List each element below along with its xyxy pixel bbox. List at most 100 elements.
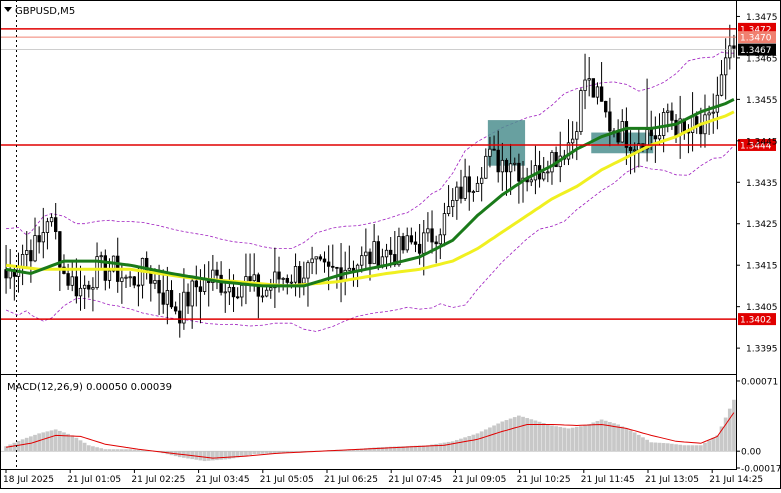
candle — [91, 277, 95, 312]
candle — [604, 100, 608, 118]
candle — [591, 78, 596, 98]
current-price-label: 1.3467 — [740, 46, 772, 56]
macd-histogram-bar — [264, 451, 269, 454]
candle — [388, 237, 393, 268]
candle — [595, 82, 600, 105]
candle — [128, 271, 132, 287]
candle-body-bull — [289, 281, 294, 284]
macd-histogram-bar — [475, 433, 480, 452]
candle-body-bull — [190, 280, 194, 307]
price-tick-label: 1.3415 — [746, 262, 778, 272]
candle-body-bear — [467, 176, 471, 193]
macd-histogram-bar — [587, 423, 592, 452]
candle — [240, 281, 244, 307]
candle — [666, 103, 670, 133]
price-tick-label: 1.3395 — [746, 345, 778, 355]
candle — [711, 93, 715, 134]
candle-body-bear — [178, 310, 182, 324]
candle — [322, 251, 327, 273]
macd-histogram-bar — [372, 447, 376, 452]
candle — [558, 131, 562, 183]
candle-body-bull — [120, 277, 124, 282]
candle — [674, 114, 678, 144]
level-price-label: 1.3472 — [740, 25, 772, 35]
candle-body-bull — [314, 256, 318, 260]
candle-body-bull — [302, 277, 306, 284]
candle — [235, 287, 240, 300]
macd-histogram-bar — [215, 451, 219, 461]
macd-label: MACD(12,26,9) 0.00050 0.00039 — [7, 382, 172, 393]
macd-histogram-bar — [268, 451, 273, 454]
candle-body-bull — [99, 255, 103, 258]
macd-histogram-bar — [450, 441, 455, 452]
time-tick-label: 21 Jul 06:25 — [324, 475, 378, 485]
candle — [41, 207, 45, 259]
candle-body-bull — [595, 86, 600, 98]
macd-histogram-bar — [529, 419, 534, 452]
macd-histogram-bar — [140, 450, 145, 452]
candle — [678, 95, 682, 159]
macd-histogram-bar — [686, 445, 691, 452]
macd-histogram-bar — [231, 451, 236, 459]
candle-body-bull — [442, 213, 447, 236]
macd-histogram-bar — [682, 445, 687, 452]
candle-body-bear — [235, 296, 240, 299]
candle-body-bull — [570, 138, 575, 144]
candle — [140, 257, 145, 299]
macd-panel — [0, 399, 736, 462]
candle-body-bull — [455, 186, 459, 201]
candle-body-bear — [604, 100, 608, 113]
candle-body-bear — [368, 251, 372, 265]
candle-body-bear — [173, 306, 178, 312]
candle-body-bear — [608, 111, 612, 132]
candle-body-bear — [517, 162, 521, 182]
candle — [566, 119, 571, 166]
candle-body-bear — [318, 256, 323, 260]
macd-histogram-bar — [384, 446, 389, 452]
candle — [335, 266, 339, 289]
macd-histogram-bar — [99, 448, 104, 452]
candle — [186, 283, 190, 314]
macd-histogram-bar — [612, 423, 616, 452]
time-tick-label: 21 Jul 01:05 — [67, 475, 121, 485]
candle-body-bull — [269, 287, 273, 291]
candle-body-bull — [542, 172, 546, 180]
macd-histogram-bar — [144, 450, 149, 452]
candle-body-bear — [599, 86, 604, 102]
macd-histogram-bar — [37, 433, 42, 452]
macd-histogram-bar — [467, 436, 472, 452]
price-tick-label: 1.3405 — [746, 303, 778, 313]
candle — [298, 261, 302, 298]
candle-body-bull — [82, 284, 87, 289]
candle — [451, 188, 455, 218]
macd-histogram-bar — [285, 451, 290, 453]
macd-histogram-bar — [690, 445, 695, 452]
candle-body-bull — [479, 177, 484, 184]
macd-histogram-bar — [194, 451, 199, 460]
macd-histogram-bar — [293, 451, 298, 452]
macd-histogram-bar — [608, 422, 612, 452]
macd-histogram-bar — [521, 416, 525, 452]
macd-histogram-bar — [82, 442, 87, 452]
macd-histogram-bar — [603, 420, 608, 452]
candle-body-bull — [451, 200, 455, 208]
candle-body-bear — [198, 286, 203, 292]
candle — [223, 282, 227, 313]
candle — [144, 251, 149, 280]
candle-body-bear — [66, 273, 70, 286]
candle-body-bear — [417, 243, 422, 254]
candle — [430, 210, 434, 254]
triangle-down-icon[interactable] — [4, 7, 12, 12]
candle-body-bear — [161, 292, 165, 305]
candle-body-bear — [393, 254, 397, 266]
macd-histogram-bar — [273, 451, 277, 454]
macd-histogram-bar — [202, 451, 207, 462]
candle-body-bull — [20, 254, 25, 267]
candle — [575, 121, 579, 161]
macd-histogram-bar — [45, 431, 50, 452]
candle-body-bear — [409, 235, 414, 243]
candle-body-bull — [579, 90, 583, 132]
macd-histogram-bar — [479, 431, 484, 452]
macd-histogram-bar — [74, 437, 79, 452]
